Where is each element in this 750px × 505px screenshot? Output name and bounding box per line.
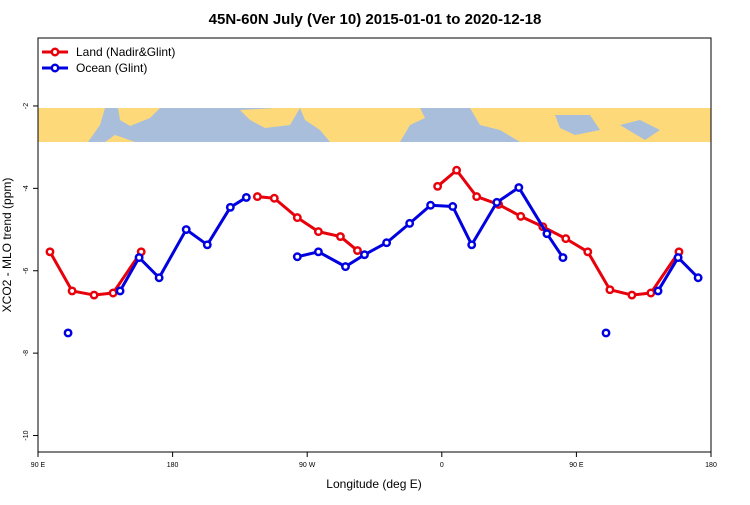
y-tick-label: -2 xyxy=(23,103,30,109)
series-line xyxy=(48,168,681,297)
data-point xyxy=(181,225,191,235)
data-point xyxy=(89,290,99,300)
data-point xyxy=(292,252,302,262)
data-point xyxy=(292,213,302,223)
x-tick-label: 90 E xyxy=(569,462,584,469)
data-point xyxy=(108,288,118,298)
data-point xyxy=(605,285,615,295)
data-point xyxy=(405,218,415,228)
plot-frame xyxy=(37,37,712,453)
map-strip xyxy=(38,108,711,142)
y-axis-label: XCO2 - MLO trend (ppm) xyxy=(0,178,14,313)
data-point xyxy=(45,247,55,257)
data-point xyxy=(202,240,212,250)
data-point xyxy=(452,165,462,175)
legend-label: Land (Nadir&Glint) xyxy=(76,45,175,59)
data-point xyxy=(154,273,164,283)
data-point xyxy=(627,290,637,300)
data-point xyxy=(601,328,611,338)
y-tick-label: -6 xyxy=(23,268,30,274)
series-line xyxy=(118,186,700,292)
data-point xyxy=(472,192,482,202)
data-point xyxy=(313,247,323,257)
data-point xyxy=(313,227,323,237)
data-point xyxy=(516,211,526,221)
x-tick-label: 90 E xyxy=(31,462,46,469)
data-point xyxy=(335,232,345,242)
data-point xyxy=(492,197,502,207)
data-point xyxy=(353,246,362,256)
data-point xyxy=(467,240,477,250)
data-point xyxy=(646,288,656,298)
x-axis-label: Longitude (deg E) xyxy=(326,477,421,491)
legend-label: Ocean (Glint) xyxy=(76,61,147,75)
data-point xyxy=(382,238,392,248)
data-point xyxy=(269,193,279,203)
data-point xyxy=(653,286,663,296)
data-point xyxy=(341,262,350,272)
y-tick-label: -4 xyxy=(23,185,30,191)
data-point xyxy=(561,234,571,244)
data-point xyxy=(115,286,125,296)
data-point xyxy=(426,200,436,210)
data-point xyxy=(360,250,369,260)
legend-swatch-marker xyxy=(50,63,60,73)
chart-title: 45N-60N July (Ver 10) 2015-01-01 to 2020… xyxy=(209,11,542,28)
data-point xyxy=(241,192,251,202)
x-tick-label: 0 xyxy=(440,462,444,469)
data-point xyxy=(558,253,568,263)
data-point xyxy=(693,273,703,283)
data-point xyxy=(67,286,77,296)
x-tick-label: 90 W xyxy=(299,462,316,469)
data-point xyxy=(134,253,144,263)
data-point xyxy=(542,229,552,239)
y-tick-label: -8 xyxy=(23,350,30,356)
x-tick-label: 180 xyxy=(167,462,179,469)
legend-swatch-marker xyxy=(50,47,60,57)
data-point xyxy=(252,192,262,202)
data-point xyxy=(433,181,443,191)
data-point xyxy=(448,202,458,211)
data-point xyxy=(673,253,683,263)
y-tick-label: -10 xyxy=(23,430,30,440)
data-point xyxy=(514,183,524,192)
data-point xyxy=(63,328,73,338)
data-point xyxy=(225,202,235,212)
x-tick-label: 180 xyxy=(705,462,717,469)
data-point xyxy=(583,247,593,257)
